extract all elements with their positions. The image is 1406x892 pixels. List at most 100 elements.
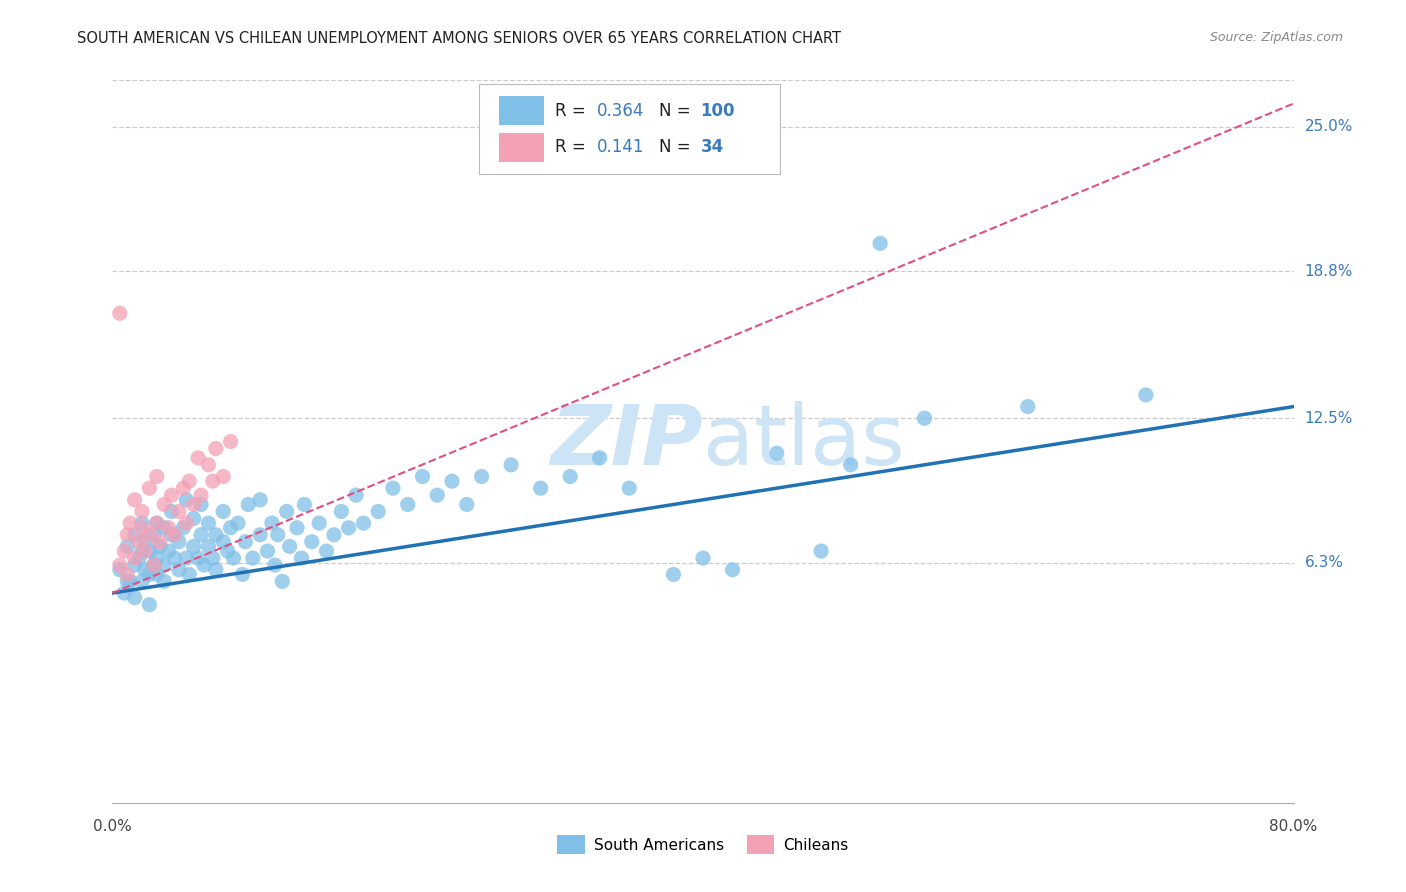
Point <box>766 446 789 460</box>
Point <box>193 558 215 572</box>
Point <box>233 534 256 549</box>
Point <box>238 498 260 512</box>
Point <box>128 551 150 566</box>
Point <box>301 534 323 549</box>
Point <box>411 469 433 483</box>
Point <box>160 504 183 518</box>
Text: 34: 34 <box>700 138 724 156</box>
Text: 100: 100 <box>700 102 735 120</box>
Point <box>138 598 160 612</box>
Point <box>212 504 235 518</box>
Point <box>138 544 160 558</box>
Point <box>108 563 131 577</box>
Point <box>692 551 714 566</box>
Point <box>117 574 138 589</box>
Text: 25.0%: 25.0% <box>1305 120 1353 135</box>
Point <box>117 540 138 554</box>
Point <box>142 558 165 572</box>
Point <box>112 544 135 558</box>
Point <box>153 521 176 535</box>
Text: R =: R = <box>555 138 592 156</box>
Text: ZIP: ZIP <box>550 401 703 482</box>
Point <box>163 551 186 566</box>
Text: 0.364: 0.364 <box>596 102 644 120</box>
Point <box>124 558 146 572</box>
Point <box>226 516 249 530</box>
Point <box>914 411 936 425</box>
Point <box>330 504 353 518</box>
Point <box>201 551 224 566</box>
Point <box>149 534 172 549</box>
Point <box>131 544 153 558</box>
Text: N =: N = <box>659 138 696 156</box>
Point <box>205 442 228 456</box>
FancyBboxPatch shape <box>478 84 780 174</box>
Point <box>308 516 330 530</box>
Point <box>426 488 449 502</box>
Point <box>167 534 190 549</box>
Point <box>271 574 294 589</box>
Point <box>839 458 862 472</box>
Point <box>112 586 135 600</box>
Point <box>810 544 832 558</box>
FancyBboxPatch shape <box>499 133 544 161</box>
Point <box>179 474 201 488</box>
Point <box>160 528 183 542</box>
Point <box>131 521 153 535</box>
Point <box>1135 388 1157 402</box>
Point <box>167 504 190 518</box>
Text: 12.5%: 12.5% <box>1305 410 1353 425</box>
Point <box>249 492 271 507</box>
Point <box>142 528 165 542</box>
Point <box>131 516 153 530</box>
Point <box>267 528 290 542</box>
Point <box>352 516 374 530</box>
Point <box>134 544 156 558</box>
Point <box>179 567 201 582</box>
Point <box>197 458 219 472</box>
Point <box>190 488 212 502</box>
Point <box>190 498 212 512</box>
Point <box>124 551 146 566</box>
Point <box>153 558 176 572</box>
Point <box>219 521 242 535</box>
Point <box>146 516 169 530</box>
Point <box>441 474 464 488</box>
Point <box>149 540 172 554</box>
Text: R =: R = <box>555 102 592 120</box>
Text: atlas: atlas <box>703 401 904 482</box>
Point <box>183 498 205 512</box>
Point <box>1017 400 1039 414</box>
Point <box>197 516 219 530</box>
Point <box>138 567 160 582</box>
Point <box>108 306 131 320</box>
Point <box>367 504 389 518</box>
Point <box>124 528 146 542</box>
Point <box>138 528 160 542</box>
Point <box>205 528 228 542</box>
Legend: South Americans, Chileans: South Americans, Chileans <box>551 830 855 860</box>
Text: 18.8%: 18.8% <box>1305 264 1353 279</box>
Point <box>128 534 150 549</box>
Point <box>117 528 138 542</box>
Point <box>174 492 197 507</box>
Point <box>172 521 194 535</box>
Point <box>323 528 346 542</box>
Point <box>290 551 312 566</box>
Point <box>529 481 551 495</box>
Point <box>264 558 287 572</box>
Point <box>134 563 156 577</box>
Point <box>456 498 478 512</box>
Text: N =: N = <box>659 102 696 120</box>
Point <box>190 528 212 542</box>
Point <box>124 492 146 507</box>
Point <box>205 563 228 577</box>
Point <box>146 469 169 483</box>
Point <box>201 474 224 488</box>
Point <box>172 481 194 495</box>
Point <box>120 574 142 589</box>
Point <box>662 567 685 582</box>
Point <box>212 534 235 549</box>
Point <box>146 567 169 582</box>
Point <box>337 521 360 535</box>
